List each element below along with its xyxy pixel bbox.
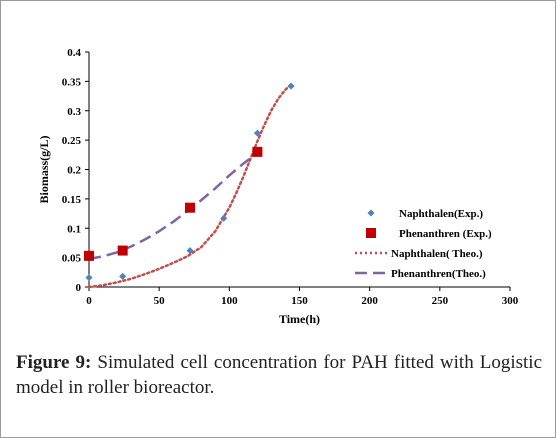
series-layer	[84, 82, 295, 289]
x-tick-label: 250	[432, 295, 449, 307]
data-point	[186, 247, 194, 255]
x-tick-label: 100	[221, 295, 238, 307]
series-phenanthren-exp	[84, 146, 263, 261]
plot-area: 0 50 100 150 200 250 300 0 0.05 0.1 0.15 0.2 0.25 0.…	[62, 47, 519, 307]
legend-item-phenanthren-theo: Phenanthren(Theo.)	[355, 268, 486, 280]
y-tick-label: 0.25	[62, 135, 82, 147]
y-tick-label: 0.1	[67, 223, 81, 235]
legend-label: Phenanthren(Theo.)	[391, 268, 486, 280]
legend-label: Naphthalen(Exp.)	[399, 208, 483, 220]
legend-item-naphthalen-exp: Naphthalen(Exp.)	[367, 208, 483, 220]
series-line	[87, 83, 293, 289]
data-point	[252, 146, 263, 157]
x-axis-title: Time(h)	[279, 312, 320, 326]
data-point	[119, 272, 127, 280]
y-tick-label: 0.4	[67, 47, 81, 59]
y-axis-title: Biomass(g/L)	[37, 135, 51, 203]
data-point	[84, 250, 94, 261]
x-tick-label: 150	[291, 295, 308, 307]
x-ticks: 0 50 100 150 200 250 300	[86, 287, 519, 307]
series-naphthalen-theo	[87, 83, 293, 289]
legend-swatch	[366, 228, 376, 238]
legend-item-naphthalen-theo: Naphthalen( Theo.)	[355, 248, 483, 260]
y-tick-label: 0.05	[62, 253, 82, 265]
series-phenanthren-theo	[88, 152, 259, 261]
x-tick-label: 200	[361, 295, 378, 307]
y-tick-label: 0.3	[67, 106, 81, 118]
y-tick-label: 0.35	[62, 76, 82, 88]
data-point	[220, 214, 228, 222]
figure-caption: Figure 9: Simulated cell concentration f…	[16, 350, 542, 400]
y-tick-label: 0.15	[62, 194, 82, 206]
legend-item-phenanthren-exp: Phenanthren (Exp.)	[366, 228, 492, 240]
series-line	[88, 152, 259, 261]
y-tick-label: 0	[76, 282, 82, 294]
data-point	[253, 129, 261, 137]
data-point	[185, 202, 196, 213]
y-tick-label: 0.2	[67, 165, 81, 177]
legend-label: Phenanthren (Exp.)	[399, 228, 492, 240]
caption-text: Simulated cell concentration for PAH fit…	[16, 352, 542, 398]
x-tick-label: 50	[154, 295, 166, 307]
chart: 0 50 100 150 200 250 300 0 0.05 0.1 0.15 0.2 0.25 0.…	[37, 47, 519, 326]
legend: Naphthalen(Exp.) Phenanthren (Exp.) Naphth…	[355, 208, 492, 280]
data-point	[85, 274, 93, 282]
legend-swatch	[367, 209, 375, 217]
caption-label: Figure 9:	[16, 352, 92, 373]
legend-label: Naphthalen( Theo.)	[391, 248, 483, 260]
y-ticks: 0 0.05 0.1 0.15 0.2 0.25 0.3 0.35 0.4	[62, 47, 89, 294]
x-tick-label: 0	[86, 295, 92, 307]
data-point	[117, 245, 128, 256]
series-naphthalen-exp	[85, 82, 295, 282]
x-tick-label: 300	[502, 295, 519, 307]
data-point	[287, 82, 295, 90]
